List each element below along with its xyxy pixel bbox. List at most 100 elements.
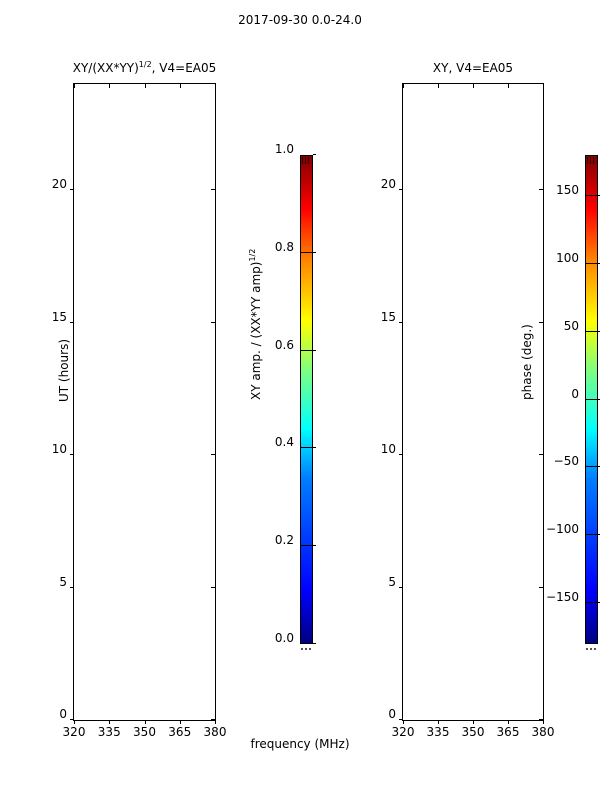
cbar-left-tick-02-out: [313, 545, 316, 547]
amplitude-ratio-colorbar-title-exponent: 1/2: [248, 248, 257, 262]
y-tick-label-left-10: 10: [51, 442, 67, 456]
x-tick-left-350: [144, 720, 146, 724]
cbar-right-label-m100: −100: [546, 522, 579, 537]
cbar-left-tick-0: [300, 643, 313, 644]
x-tick-left-335: [109, 720, 111, 724]
y-tick-left-10-inner: [211, 454, 215, 455]
x-tick-left-320-inner: [74, 84, 75, 88]
x-tick-label-left-365: 365: [168, 725, 192, 739]
cbar-right-label-150: 150: [556, 182, 579, 197]
x-tick-right-335: [438, 720, 439, 724]
cbar-right-tick-0: [585, 398, 598, 400]
y-tick-right-10: [399, 454, 403, 455]
cbar-left-label-10: 1.0: [274, 142, 294, 156]
cbar-right-tick-100-out: [598, 262, 600, 264]
y-tick-left-5: [70, 586, 74, 588]
y-tick-label-right-5: 5: [388, 574, 396, 589]
x-tick-right-380: [543, 720, 544, 724]
x-tick-right-320-inner: [403, 84, 404, 88]
figure-suptitle: 2017-09-30 0.0-24.0: [238, 13, 362, 27]
cbar-left-label-02: 0.2: [274, 533, 294, 548]
y-tick-label-right-10: 10: [380, 442, 396, 456]
amplitude-ratio-colorbar-title-base: XY amp. / (XX*YY amp): [249, 261, 263, 400]
y-tick-right-0: [399, 719, 403, 720]
y-tick-left-20-inner: [211, 189, 215, 191]
cbar-left-tick-04-out: [313, 447, 316, 449]
cbar-right-label-100: 100: [556, 250, 579, 265]
y-tick-right-5-inner: [539, 586, 543, 588]
phase-colorbar-frame: [585, 155, 598, 644]
cbar-left-tick-02: [300, 545, 313, 547]
amplitude-ratio-colorbar[interactable]: 0.0 0.2 0.4 0.6 0.8 1.0 XY amp. / (XX*YY…: [248, 143, 316, 650]
y-tick-label-right-20: 20: [380, 177, 396, 192]
y-tick-right-20: [399, 189, 403, 191]
cbar-left-label-08: 0.8: [274, 239, 294, 254]
amplitude-ratio-colorbar-gradient: [300, 155, 313, 644]
y-tick-label-right-15: 15: [380, 309, 396, 324]
amplitude-ratio-panel-title: XY/(XX*YY)1/2, V4=EA05: [72, 60, 217, 76]
y-tick-right-20-inner: [539, 189, 543, 191]
cbar-left-label-0: 0.0: [274, 631, 294, 645]
x-tick-left-350-inner: [144, 84, 146, 88]
cbar-right-tick-m100-out: [598, 534, 600, 536]
x-tick-label-right-335: 335: [426, 725, 450, 739]
amplitude-ratio-plot-area[interactable]: XY/(XX*YY)1/2, V4=EA05 UT (hours) 0 5 10…: [51, 60, 227, 739]
y-tick-label-left-15: 15: [51, 309, 67, 324]
cbar-left-label-04: 0.4: [274, 435, 294, 450]
cbar-right-tick-m50-out: [598, 466, 600, 468]
cbar-right-label-0: 0: [571, 386, 579, 401]
amplitude-ratio-colorbar-under-stub: [301, 648, 312, 650]
phase-colorbar-under-stub: [586, 648, 597, 650]
x-tick-left-365: [179, 720, 181, 724]
y-tick-left-10: [70, 454, 74, 455]
amplitude-ratio-panel-title-exponent: 1/2: [138, 60, 152, 69]
y-tick-right-15: [399, 321, 403, 323]
x-tick-right-335-inner: [438, 84, 439, 88]
y-tick-right-0-inner: [539, 719, 543, 720]
cbar-left-tick-0-out: [313, 643, 316, 644]
amplitude-ratio-colorbar-over-stub: [302, 157, 311, 164]
cbar-left-tick-04: [300, 447, 313, 449]
y-tick-left-5-inner: [211, 586, 215, 588]
x-tick-right-350-inner: [473, 84, 474, 88]
cbar-right-tick-m50: [585, 466, 598, 468]
x-tick-right-380-inner: [543, 84, 544, 88]
phase-colorbar[interactable]: −150 −100 −50 0 50 100 150 phase (deg.): [520, 155, 600, 650]
x-tick-label-left-350: 350: [133, 725, 156, 739]
y-tick-label-left-0: 0: [59, 707, 67, 721]
x-tick-label-right-320: 320: [391, 725, 415, 739]
cbar-right-tick-150-out: [598, 194, 600, 196]
y-tick-label-left-20: 20: [51, 177, 67, 192]
y-tick-left-15: [70, 321, 74, 323]
y-tick-label-right-0: 0: [388, 707, 396, 721]
cbar-right-tick-50-out: [598, 330, 600, 332]
cbar-right-tick-150: [585, 194, 598, 196]
x-tick-left-380-inner: [215, 84, 216, 88]
amplitude-ratio-panel-title-suffix: , V4=EA05: [151, 61, 217, 75]
x-tick-label-right-365: 365: [496, 725, 520, 739]
y-tick-left-0-inner: [211, 719, 215, 720]
x-tick-label-left-335: 335: [97, 725, 121, 739]
cbar-right-label-50: 50: [563, 318, 579, 333]
cbar-right-tick-100: [585, 262, 598, 264]
cbar-left-tick-06-out: [313, 349, 316, 351]
y-tick-label-left-5: 5: [59, 574, 67, 589]
x-tick-left-380: [215, 720, 216, 724]
x-tick-label-right-350: 350: [461, 725, 485, 739]
cbar-right-label-m50: −50: [553, 454, 579, 469]
x-tick-label-right-380: 380: [531, 725, 555, 739]
y-tick-right-15-inner: [539, 321, 543, 323]
x-tick-right-365-inner: [508, 84, 509, 88]
phase-panel-title: XY, V4=EA05: [432, 61, 514, 75]
phase-colorbar-gradient: [585, 155, 598, 644]
phase-plot-area[interactable]: XY, V4=EA05 0 5 10 15 20 320 335 350 365…: [381, 61, 555, 738]
cbar-left-tick-08-out: [313, 251, 316, 253]
cbar-right-tick-m100: [585, 534, 598, 536]
amplitude-ratio-panel-title-base: XY/(XX*YY): [72, 61, 139, 75]
x-tick-label-left-320: 320: [62, 725, 86, 739]
x-tick-left-320: [74, 720, 75, 724]
cbar-left-tick-10-out: [313, 154, 316, 155]
y-tick-left-15-inner: [211, 321, 215, 323]
y-tick-right-10-inner: [539, 454, 543, 455]
cbar-right-tick-m150-out: [598, 602, 600, 604]
